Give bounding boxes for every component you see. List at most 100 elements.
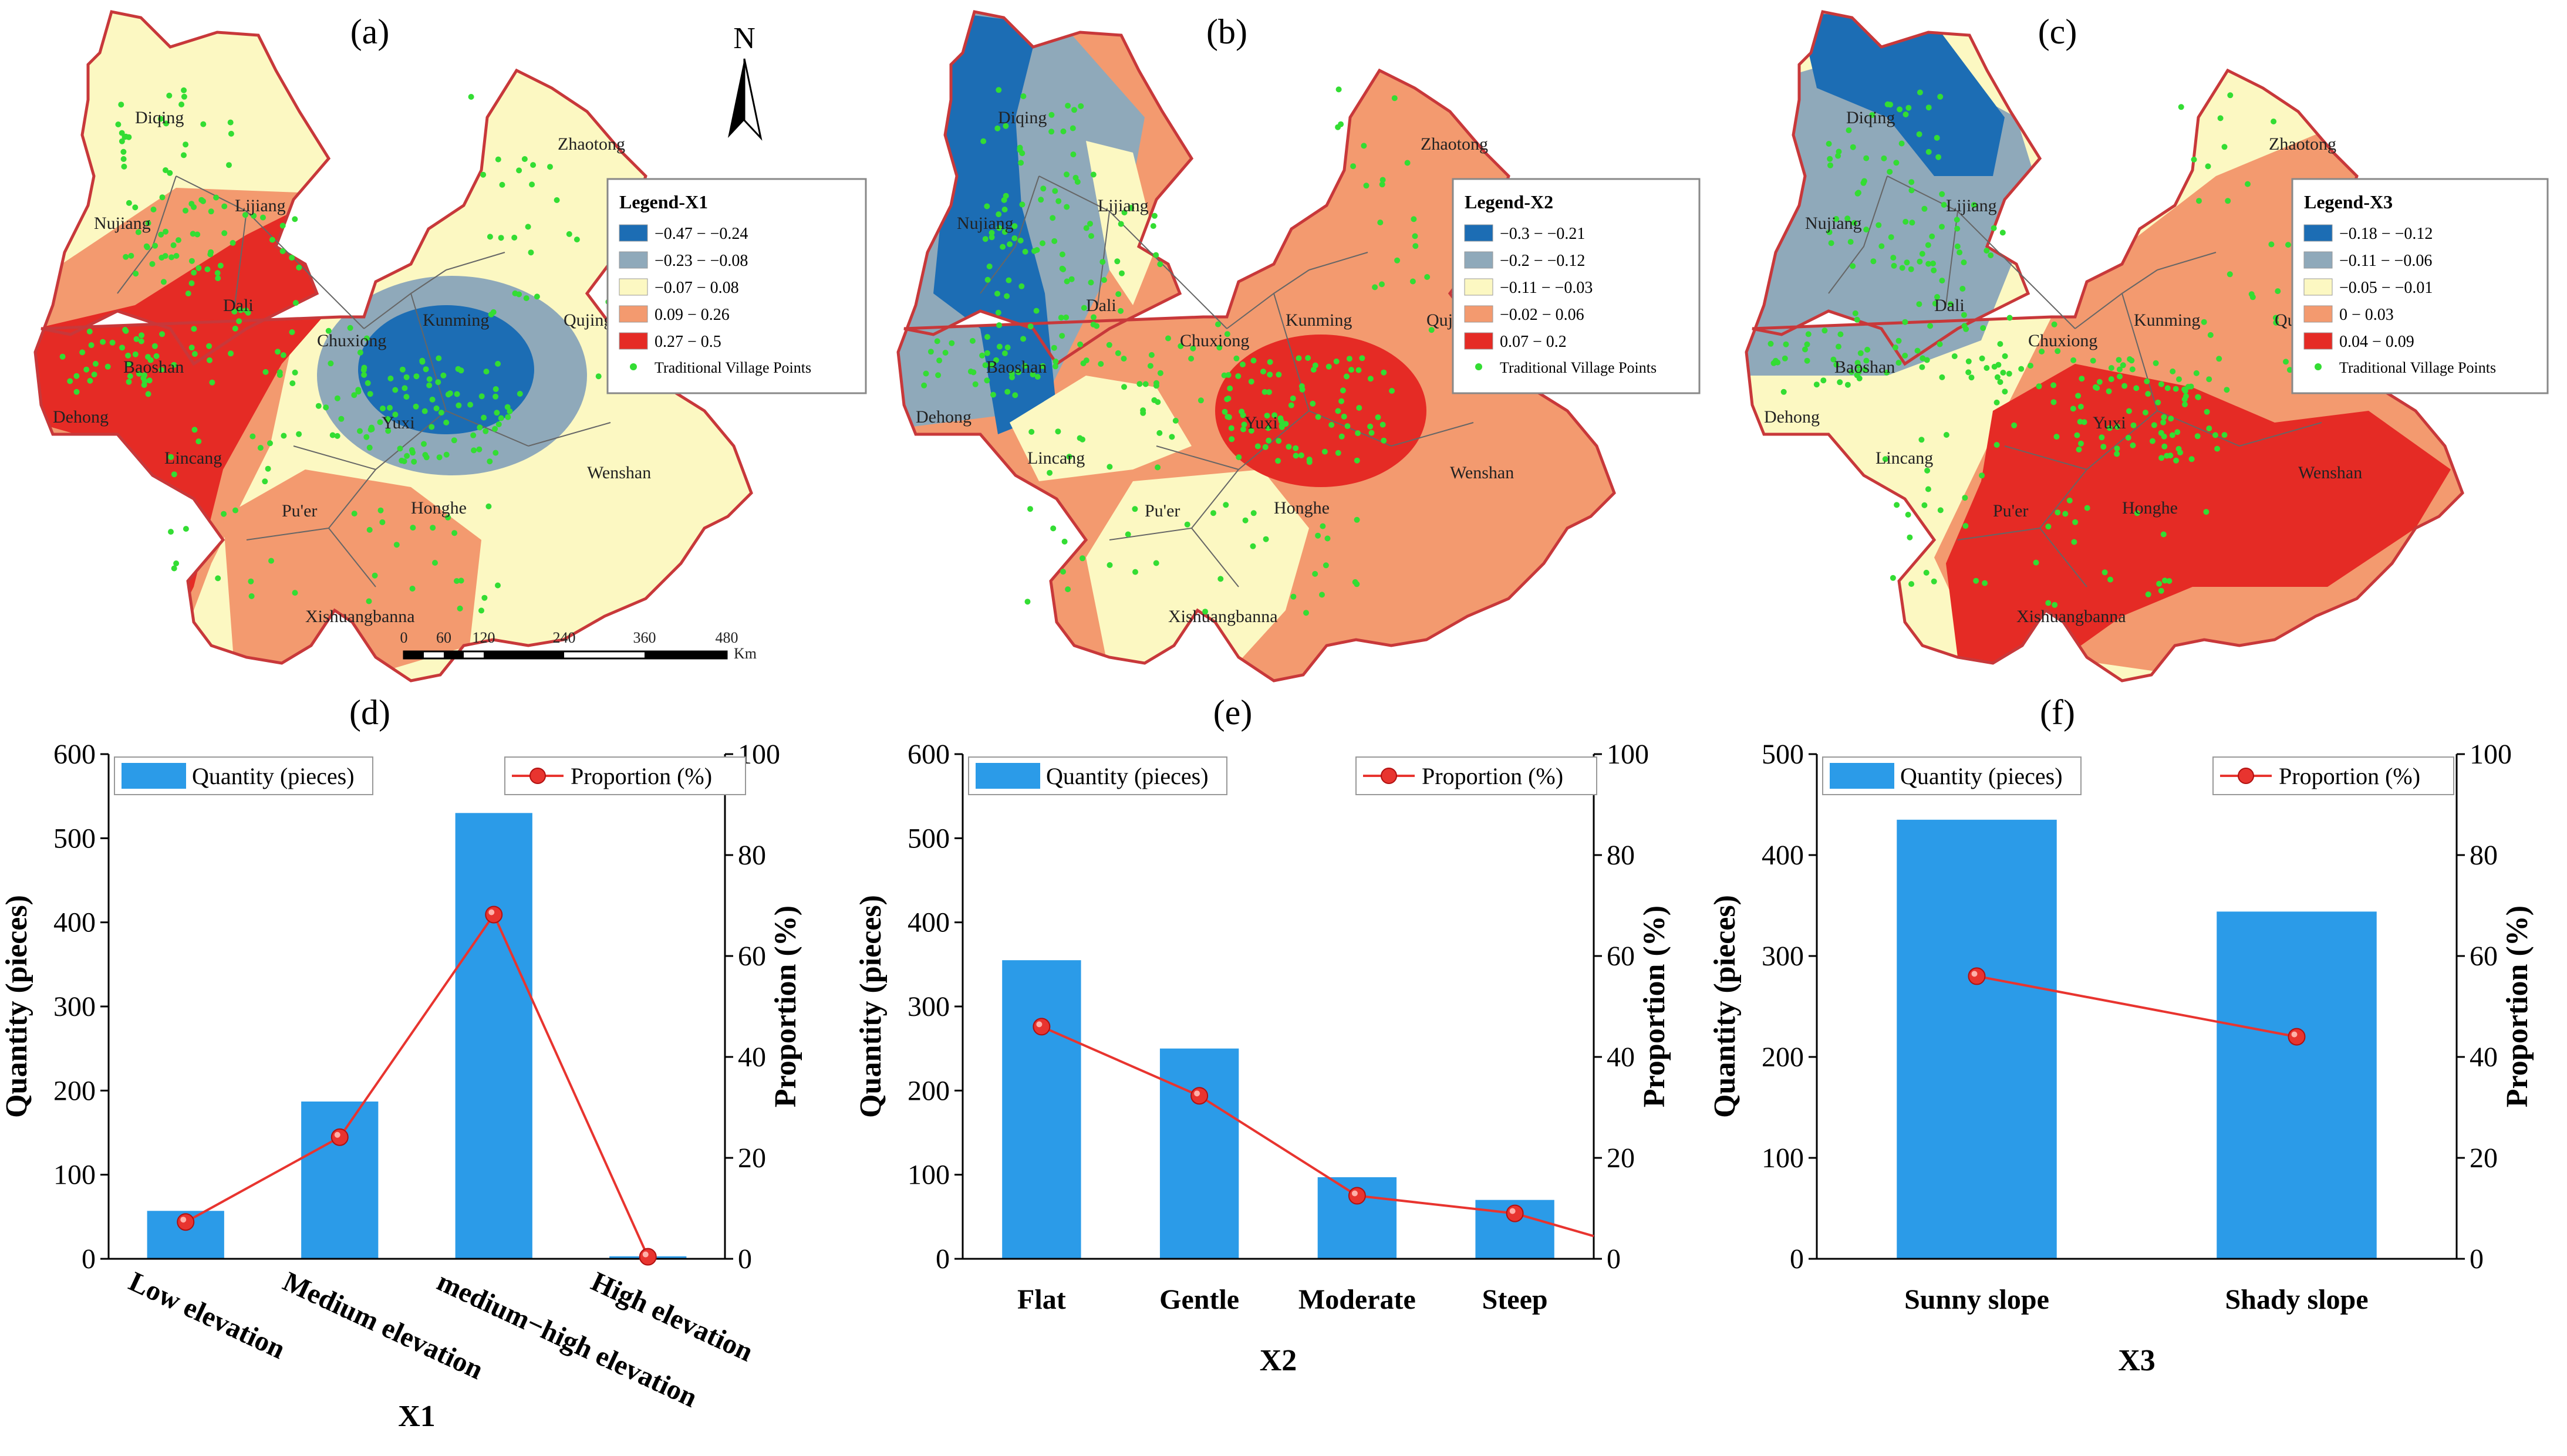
village-point — [1934, 294, 1940, 300]
village-point — [1312, 570, 1318, 577]
village-point — [163, 228, 169, 235]
village-point — [363, 434, 370, 440]
village-point — [1941, 202, 1947, 208]
village-point — [1001, 197, 1007, 203]
village-point — [191, 269, 197, 276]
city-label: Diqing — [1846, 108, 1895, 127]
village-point — [984, 203, 990, 210]
village-point — [171, 565, 177, 572]
y2-tick-label: 60 — [1607, 941, 1635, 972]
village-point — [1290, 593, 1297, 600]
village-point — [936, 357, 943, 364]
village-point — [1020, 336, 1027, 342]
village-point — [168, 454, 174, 460]
village-point — [1355, 430, 1361, 437]
village-point — [1148, 352, 1155, 358]
village-point — [1783, 341, 1789, 347]
village-point — [1863, 155, 1870, 161]
legend-point-icon — [2315, 363, 2322, 370]
village-point — [315, 403, 322, 409]
village-point — [1931, 578, 1937, 585]
village-point — [1063, 314, 1070, 320]
y-tick-label: 100 — [53, 1160, 96, 1191]
city-label: Yuxi — [382, 413, 415, 433]
village-point — [534, 293, 540, 300]
village-point — [1019, 201, 1026, 208]
village-point — [495, 360, 501, 367]
city-label: Wenshan — [2298, 463, 2362, 482]
village-point — [2164, 452, 2170, 459]
village-point — [1202, 609, 1209, 615]
village-point — [2108, 376, 2114, 383]
village-point — [292, 590, 298, 596]
village-point — [493, 450, 499, 456]
village-point — [2168, 415, 2174, 422]
village-point — [2164, 385, 2171, 391]
village-point — [2175, 445, 2182, 452]
village-point — [1899, 265, 1905, 271]
village-point — [2195, 394, 2201, 400]
village-point — [447, 390, 453, 397]
village-point — [1887, 102, 1894, 108]
village-point — [366, 598, 372, 604]
village-point — [2158, 455, 2165, 461]
village-point — [2224, 387, 2230, 393]
legend-title-c: Legend-X3 — [2304, 191, 2393, 212]
legend-item: 0.27 − 0.5 — [655, 333, 721, 351]
village-point — [1864, 346, 1871, 353]
village-point — [1918, 437, 1925, 443]
proportion-point-highlight — [180, 1217, 187, 1223]
village-point — [1153, 560, 1159, 566]
city-label: Dehong — [1764, 407, 1820, 427]
village-point — [1315, 414, 1321, 420]
village-point — [443, 451, 450, 458]
village-point — [2188, 456, 2195, 462]
legend-point-icon — [630, 363, 637, 370]
village-point — [1894, 502, 1900, 508]
village-point — [128, 252, 134, 259]
proportion-point-highlight — [1971, 971, 1978, 977]
north-arrow: N — [728, 22, 763, 141]
legend-bar-label: Quantity (pieces) — [192, 763, 355, 789]
village-point — [1836, 343, 1841, 350]
village-point — [2174, 429, 2181, 435]
proportion-point — [1033, 1018, 1051, 1036]
village-point — [163, 167, 168, 173]
village-point — [1931, 267, 1937, 273]
proportion-point-highlight — [1351, 1190, 1358, 1197]
village-point — [232, 325, 238, 332]
y2-tick-label: 100 — [2470, 739, 2512, 770]
village-point — [1954, 225, 1961, 232]
village-point — [413, 403, 419, 410]
bar — [455, 813, 532, 1259]
city-label: Dehong — [916, 407, 972, 427]
village-point — [1140, 410, 1146, 416]
city-label: Lincang — [164, 448, 222, 468]
city-label: Diqing — [998, 108, 1047, 127]
village-point — [1856, 369, 1862, 375]
village-point — [296, 264, 302, 271]
village-point — [289, 329, 295, 335]
village-point — [1837, 379, 1843, 386]
village-point — [525, 224, 531, 230]
village-point — [1325, 363, 1332, 370]
village-point — [1106, 342, 1112, 348]
village-point — [528, 249, 534, 256]
village-point — [372, 572, 378, 579]
village-point — [1190, 345, 1196, 352]
village-point — [1333, 358, 1340, 364]
village-point — [1228, 425, 1234, 431]
legend-item: −0.18 − −0.12 — [2339, 225, 2433, 243]
village-point — [1027, 506, 1033, 512]
village-point — [1277, 415, 1284, 421]
village-point — [1988, 252, 1994, 259]
village-points-a — [59, 87, 612, 614]
village-point — [1963, 326, 1969, 332]
legend-points-label: Traditional Village Points — [2339, 359, 2496, 376]
village-point — [1059, 265, 1065, 272]
village-point — [996, 211, 1002, 218]
village-point — [2134, 510, 2140, 516]
village-point — [2173, 457, 2180, 464]
village-point — [2161, 433, 2167, 440]
village-point — [436, 454, 443, 461]
